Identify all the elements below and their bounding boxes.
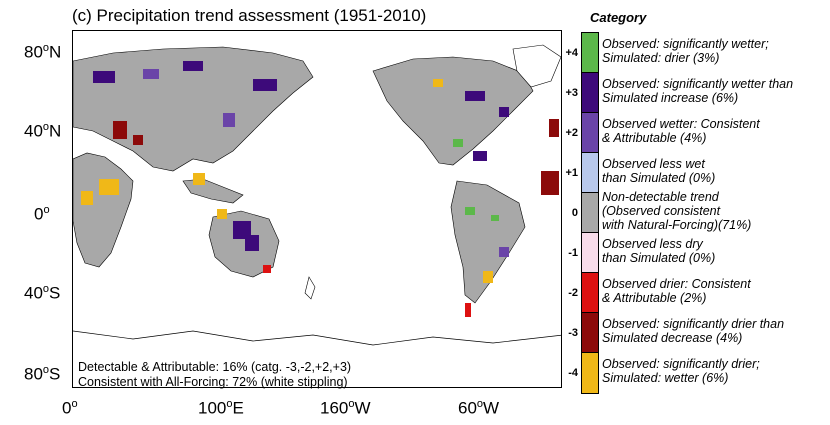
map-canvas	[73, 44, 561, 346]
code-plus1: +1	[565, 167, 578, 179]
legend-label-minus1: Observed less dry than Simulated (0%)	[602, 237, 716, 265]
code-plus3: +3	[565, 87, 578, 99]
map-title: (c) Precipitation trend assessment (1951…	[72, 6, 427, 25]
legend-colorbar	[581, 32, 599, 394]
swatch-plus4	[582, 33, 598, 73]
swatch-minus1	[582, 233, 598, 273]
lon-label-0: 0o	[62, 398, 78, 418]
legend-label-plus2: Observed wetter: Consistent & Attributabl…	[602, 117, 760, 145]
maritime-continent	[182, 178, 244, 204]
legend-label-plus3: Observed: significantly wetter than Simul…	[602, 77, 794, 105]
legend-label-plus1: Observed less wet than Simulated (0%)	[602, 157, 716, 185]
map-notes: Detectable & Attributable: 16% (catg. -3…	[78, 360, 351, 390]
legend-label-minus4: Observed: significantly drier; Simulated:…	[602, 357, 760, 385]
legend-title: Category	[590, 10, 647, 25]
lat-label-40s: 40oS	[24, 283, 61, 303]
lat-label-80n: 80oN	[24, 42, 62, 62]
legend-label-zero: Non-detectable trend (Observed consistent…	[602, 190, 752, 232]
lat-label-40n: 40oN	[24, 121, 62, 141]
precipitation-map[interactable]	[72, 30, 562, 388]
lon-label-160w: 160oW	[320, 398, 371, 418]
south-america-outline	[450, 180, 526, 304]
new-zealand-outline	[304, 276, 316, 300]
legend-label-minus3: Observed: significantly drier than Simula…	[602, 317, 785, 345]
note-detectable: Detectable & Attributable: 16% (catg. -3…	[78, 360, 352, 374]
legend-label-minus2: Observed drier: Consistent & Attributable…	[602, 277, 751, 305]
note-consistent: Consistent with All-Forcing: 72% (white …	[78, 375, 348, 389]
code-plus2: +2	[565, 127, 578, 139]
code-minus2: -2	[568, 287, 578, 299]
lon-label-60w: 60oW	[458, 398, 500, 418]
swatch-zero	[582, 193, 598, 233]
code-minus4: -4	[568, 367, 578, 379]
swatch-plus1	[582, 153, 598, 193]
legend-label-plus4: Observed: significantly wetter; Simulated…	[602, 37, 769, 65]
code-zero: 0	[571, 207, 578, 219]
lat-label-0: 0o	[34, 204, 50, 224]
code-plus4: +4	[565, 47, 578, 59]
lon-label-100e: 100oE	[198, 398, 244, 418]
north-america-outline	[372, 56, 534, 166]
lat-label-80s: 80oS	[24, 364, 61, 384]
category-patches	[81, 61, 559, 317]
swatch-minus2	[582, 273, 598, 313]
antarctica-outline	[73, 330, 561, 346]
greenland-outline	[512, 44, 561, 88]
swatch-plus3	[582, 73, 598, 113]
africa-outline	[73, 152, 134, 268]
swatch-minus3	[582, 313, 598, 353]
swatch-minus4	[582, 353, 598, 393]
swatch-plus2	[582, 113, 598, 153]
code-minus3: -3	[568, 327, 578, 339]
code-minus1: -1	[568, 247, 578, 259]
